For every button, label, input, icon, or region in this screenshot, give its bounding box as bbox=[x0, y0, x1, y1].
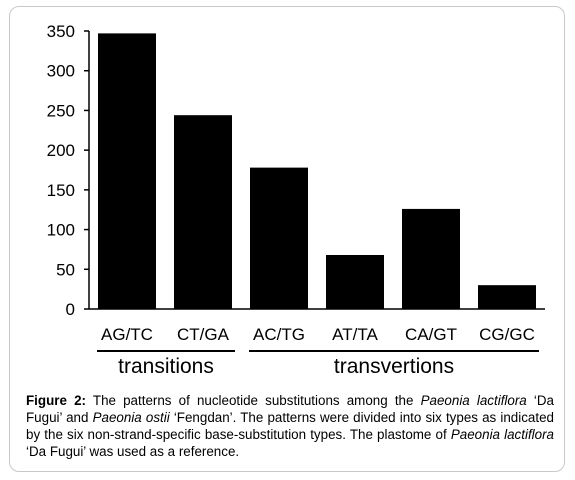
bars bbox=[98, 33, 536, 310]
caption-text-2: ‘Da Fugui’ and bbox=[26, 393, 554, 425]
y-tick-label: 250 bbox=[47, 101, 75, 120]
x-tick-label: AT/TA bbox=[332, 325, 378, 344]
bar-chart: 0 50 100 150 200 250 300 350 AG/TC CT/GA AC/TG AT/… bbox=[47, 22, 545, 378]
y-tick-label: 50 bbox=[56, 260, 75, 279]
y-tick-label: 0 bbox=[66, 300, 75, 319]
y-tick-label: 350 bbox=[47, 22, 75, 41]
bar-ac-tg bbox=[250, 167, 308, 309]
y-axis: 0 50 100 150 200 250 300 350 bbox=[47, 22, 545, 319]
x-tick-label: CT/GA bbox=[177, 325, 230, 344]
x-axis-labels: AG/TC CT/GA AC/TG AT/TA CA/GT CG/GC bbox=[101, 325, 535, 344]
caption-text-1: The patterns of nucleotide substitutions… bbox=[85, 393, 421, 408]
bar-ag-tc bbox=[98, 33, 156, 309]
caption-species-1: Paeonia lactiflora bbox=[420, 393, 527, 408]
y-tick-label: 100 bbox=[47, 221, 75, 240]
y-tick-label: 200 bbox=[47, 141, 75, 160]
caption-species-2: Paeonia ostii bbox=[92, 410, 170, 425]
caption-species-3: Paeonia lactiflora bbox=[450, 427, 554, 442]
y-tick-label: 300 bbox=[47, 62, 75, 81]
x-tick-label: CA/GT bbox=[405, 325, 457, 344]
x-tick-label: AC/TG bbox=[253, 325, 305, 344]
category-groups: transitions transvertions bbox=[97, 350, 539, 378]
bar-ct-ga bbox=[174, 115, 232, 310]
y-tick-label: 150 bbox=[47, 181, 75, 200]
caption-text-4: ‘Da Fugui’ was used as a reference. bbox=[26, 444, 240, 459]
bar-ca-gt bbox=[402, 208, 460, 309]
bar-cg-gc bbox=[478, 285, 536, 309]
caption-text-3: ‘Fengdan’. The patterns were divided int… bbox=[26, 410, 554, 442]
caption-figure-label: Figure 2: bbox=[26, 393, 86, 408]
x-tick-label: CG/GC bbox=[479, 325, 535, 344]
figure-caption: Figure 2: The patterns of nucleotide sub… bbox=[26, 392, 554, 460]
group-label: transitions bbox=[118, 355, 214, 378]
bar-at-ta bbox=[326, 254, 384, 309]
x-tick-label: AG/TC bbox=[101, 325, 153, 344]
group-label: transvertions bbox=[334, 355, 454, 378]
